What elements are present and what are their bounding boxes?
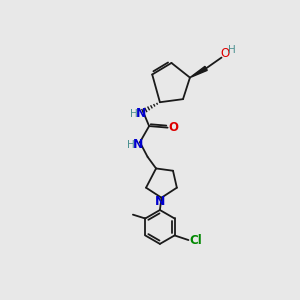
Text: N: N — [155, 195, 165, 208]
Text: H: H — [130, 109, 138, 119]
Text: N: N — [133, 138, 143, 151]
Text: H: H — [228, 45, 236, 55]
Text: O: O — [169, 121, 179, 134]
Text: N: N — [136, 107, 147, 120]
Text: H: H — [127, 140, 134, 150]
Polygon shape — [190, 66, 207, 78]
Text: O: O — [220, 47, 229, 60]
Text: Cl: Cl — [189, 233, 202, 247]
